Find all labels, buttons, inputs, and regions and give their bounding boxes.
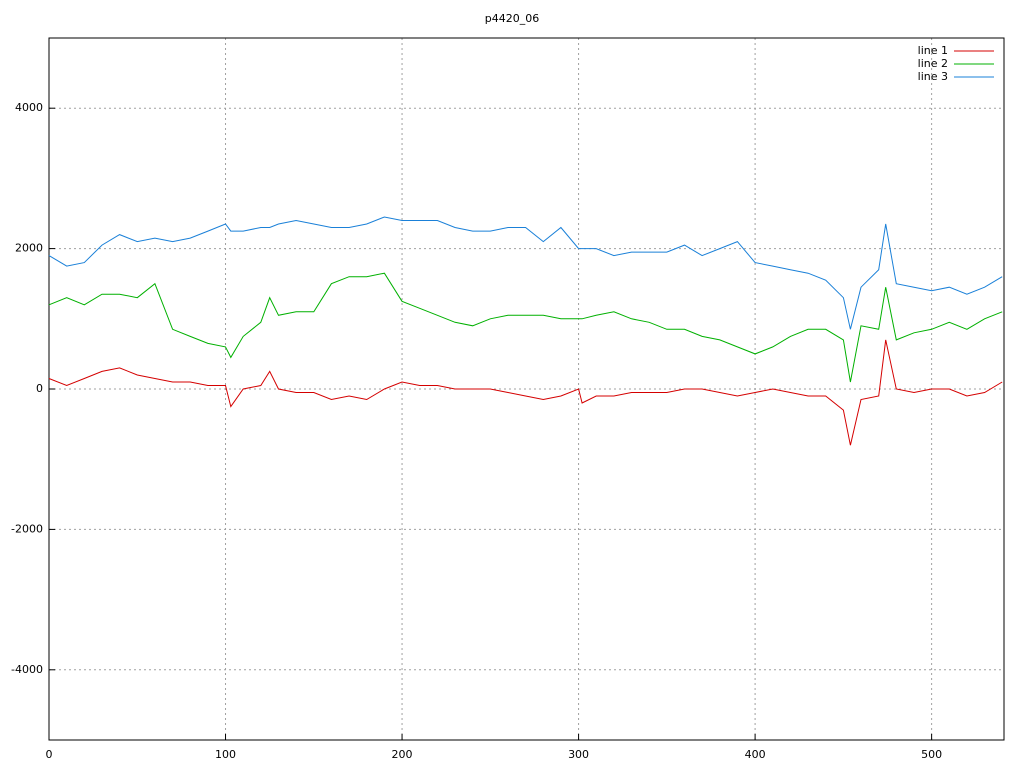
x-tick-label: 500 <box>921 748 942 761</box>
legend-label: line 1 <box>918 44 948 57</box>
y-tick-label: 2000 <box>15 242 43 255</box>
y-tick-label: -4000 <box>11 663 43 676</box>
y-tick-label: 0 <box>36 382 43 395</box>
line-series <box>48 272 1003 383</box>
chart-title: p4420_06 <box>485 12 539 25</box>
x-tick-label: 400 <box>745 748 766 761</box>
line-series <box>48 216 1003 330</box>
y-tick-label: -2000 <box>11 522 43 535</box>
plot-border <box>48 37 1005 741</box>
x-tick-label: 300 <box>568 748 589 761</box>
x-tick-label: 100 <box>215 748 236 761</box>
legend-label: line 3 <box>918 70 948 83</box>
y-tick-label: 4000 <box>15 101 43 114</box>
x-tick-label: 200 <box>392 748 413 761</box>
line-series <box>48 339 1003 446</box>
x-tick-label: 0 <box>46 748 53 761</box>
legend-label: line 2 <box>918 57 948 70</box>
